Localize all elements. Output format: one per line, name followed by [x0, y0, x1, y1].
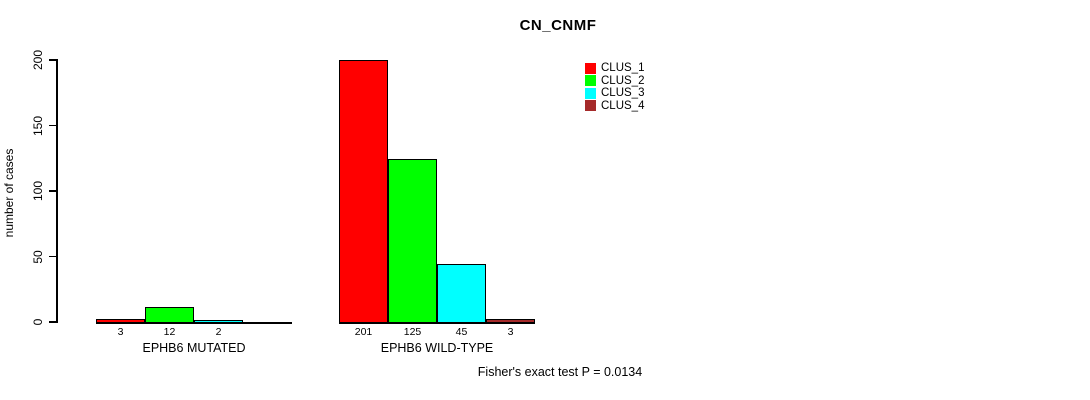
chart-title: CN_CNMF — [519, 17, 597, 34]
legend-item: CLUS_2 — [585, 75, 644, 88]
legend-label: CLUS_2 — [601, 74, 645, 87]
bar-value-label: 201 — [354, 326, 373, 338]
y-axis-tick — [49, 124, 57, 127]
legend-swatch-clus_2 — [585, 75, 596, 87]
y-axis-tick — [49, 190, 57, 192]
legend-swatch-clus_4 — [585, 100, 596, 112]
category-label: EPHB6 WILD-TYPE — [380, 341, 494, 355]
fisher-test-annotation: Fisher's exact test P = 0.0134 — [477, 365, 643, 379]
bar-clus_3 — [437, 264, 486, 323]
legend: CLUS_1 CLUS_2 CLUS_3 CLUS_4 — [585, 62, 644, 112]
y-axis-tick-label: 100 — [31, 180, 45, 202]
bar-value-label: 2 — [215, 326, 222, 338]
bar-value-label: 3 — [507, 326, 514, 338]
legend-label: CLUS_1 — [601, 62, 645, 75]
y-axis-label: number of cases — [2, 148, 16, 238]
legend-item: CLUS_1 — [585, 62, 644, 75]
legend-item: CLUS_3 — [585, 87, 644, 100]
bar-clus_1 — [339, 60, 388, 323]
bar-value-label: 125 — [403, 326, 422, 338]
bar-value-label: 45 — [455, 326, 468, 338]
y-axis-tick-label: 150 — [31, 115, 45, 136]
category-label: EPHB6 MUTATED — [142, 341, 246, 355]
y-axis-tick — [49, 59, 57, 61]
y-axis-tick-label: 50 — [31, 249, 45, 264]
legend-swatch-clus_3 — [585, 87, 596, 99]
legend-label: CLUS_3 — [601, 87, 645, 100]
bar-clus_2 — [388, 159, 437, 323]
legend-item: CLUS_4 — [585, 100, 644, 113]
y-axis-tick — [49, 255, 57, 258]
bar-clus_3 — [194, 320, 243, 323]
bar-value-label: 3 — [117, 326, 124, 338]
bar-clus_4 — [486, 319, 535, 323]
legend-label: CLUS_4 — [601, 99, 645, 112]
bar-value-label: 12 — [163, 326, 176, 338]
y-axis-tick-label: 200 — [31, 49, 45, 71]
bar-clus_1 — [96, 319, 145, 323]
y-axis-tick — [49, 321, 57, 323]
legend-swatch-clus_1 — [585, 62, 596, 74]
y-axis-tick-label: 0 — [31, 318, 45, 326]
bar-clus_2 — [145, 307, 194, 323]
